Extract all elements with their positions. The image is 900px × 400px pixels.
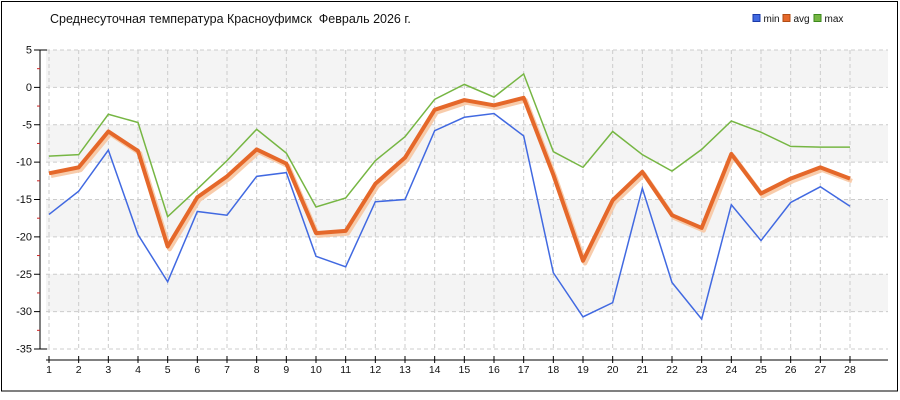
x-tick-label: 1 bbox=[46, 364, 52, 376]
x-tick-label: 25 bbox=[755, 364, 767, 376]
legend: min avg max bbox=[752, 14, 844, 25]
y-tick-label: -20 bbox=[16, 231, 32, 243]
chart-title: Среднесуточная температура Красноуфимск … bbox=[50, 12, 411, 26]
legend-swatch-max-icon bbox=[813, 14, 822, 22]
x-tick-label: 7 bbox=[224, 364, 230, 376]
x-tick-label: 13 bbox=[399, 364, 411, 376]
min-line bbox=[48, 112, 851, 321]
x-tick-label: 9 bbox=[283, 364, 289, 376]
x-tick-label: 18 bbox=[547, 364, 559, 376]
x-tick-label: 5 bbox=[165, 364, 171, 376]
gridlines bbox=[46, 49, 888, 350]
x-tick-label: 27 bbox=[814, 364, 826, 376]
x-axis: 1 2 3 4 5 6 7 8 9 10 11 12 13 14 15 16 17 18 19 20 21 22 23 24 2… bbox=[46, 356, 888, 376]
x-tick-label: 6 bbox=[194, 364, 200, 376]
y-tick-label: -30 bbox=[16, 306, 32, 318]
y-tick-label: 5 bbox=[26, 45, 32, 57]
legend-label-avg: avg bbox=[794, 14, 810, 25]
x-tick-label: 2 bbox=[76, 364, 82, 376]
series-lines bbox=[48, 72, 853, 321]
y-tick-label: -10 bbox=[16, 157, 32, 169]
x-tick-label: 16 bbox=[488, 364, 500, 376]
plot-area: 50-5-10-15-20-25-30-351 2 3 4 5 6 7 8 9 10 11 12 13 1… bbox=[16, 45, 888, 376]
x-tick-label: 28 bbox=[844, 364, 856, 376]
y-tick-label: 0 bbox=[26, 82, 32, 94]
x-tick-label: 20 bbox=[607, 364, 619, 376]
x-tick-label: 17 bbox=[518, 364, 530, 376]
legend-item-min: min bbox=[752, 14, 780, 25]
x-tick-label: 4 bbox=[135, 364, 141, 376]
x-tick-label: 21 bbox=[636, 364, 648, 376]
y-tick-label: -25 bbox=[16, 269, 32, 281]
x-tick-label: 26 bbox=[785, 364, 797, 376]
x-tick-label: 19 bbox=[577, 364, 589, 376]
plot-bands bbox=[46, 50, 888, 312]
avg-line bbox=[48, 95, 851, 263]
y-tick-label: -35 bbox=[16, 344, 32, 356]
y-tick-label: -15 bbox=[16, 194, 32, 206]
x-tick-label: 12 bbox=[369, 364, 381, 376]
x-tick-label: 14 bbox=[429, 364, 441, 376]
legend-swatch-avg-icon bbox=[782, 14, 791, 22]
x-tick-label: 10 bbox=[310, 364, 322, 376]
x-tick-label: 8 bbox=[254, 364, 260, 376]
legend-label-min: min bbox=[764, 14, 780, 25]
x-tick-label: 11 bbox=[340, 364, 351, 376]
legend-label-max: max bbox=[825, 14, 844, 25]
legend-swatch-min-icon bbox=[752, 14, 761, 22]
x-tick-label: 3 bbox=[105, 364, 111, 376]
legend-item-avg: avg bbox=[782, 14, 810, 25]
x-tick-label: 24 bbox=[725, 364, 737, 376]
legend-item-max: max bbox=[813, 14, 844, 25]
x-tick-label: 22 bbox=[666, 364, 678, 376]
y-tick-label: -5 bbox=[22, 119, 32, 131]
avg-line-glow bbox=[50, 98, 853, 266]
max-line bbox=[48, 72, 850, 219]
x-tick-label: 15 bbox=[458, 364, 470, 376]
y-axis: 5 0 -5 -10 -15 -20 -25 -30 -35 bbox=[16, 45, 47, 356]
x-tick-label: 23 bbox=[696, 364, 708, 376]
